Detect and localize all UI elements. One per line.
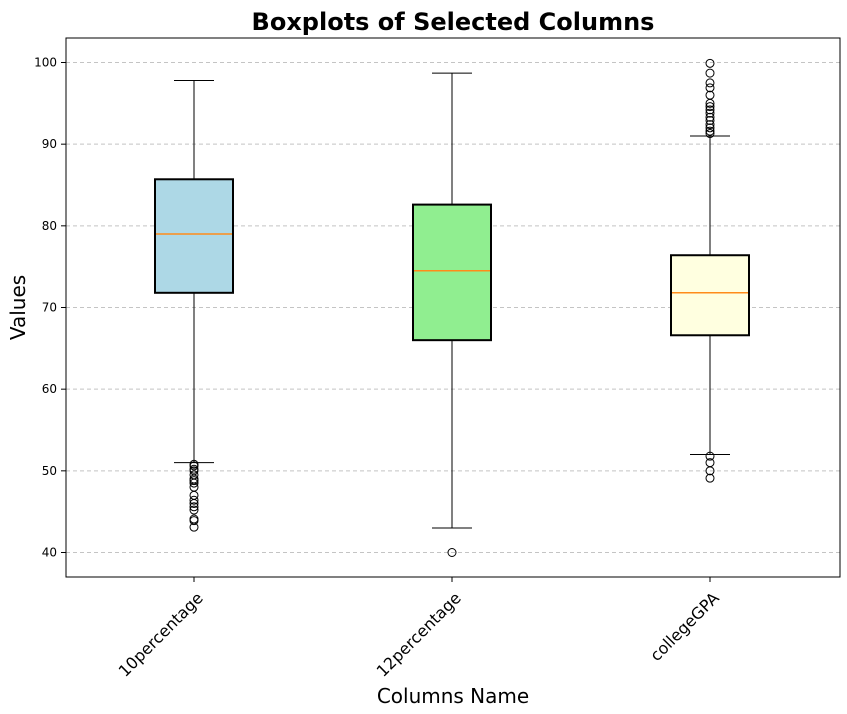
box-layer <box>154 58 750 557</box>
y-tick-label: 60 <box>42 382 57 396</box>
box-group-collegeGPA <box>670 58 750 483</box>
outlier-point <box>189 516 199 526</box>
outlier-point <box>705 102 715 112</box>
outlier-point <box>705 98 715 108</box>
outlier-point <box>189 495 199 505</box>
y-axis: 40 50 60 70 80 90 100 <box>34 56 66 560</box>
x-tick-label: 10percentage <box>115 588 207 680</box>
box-group-12percentage <box>412 72 492 557</box>
outlier-point <box>705 126 715 136</box>
x-tick-label: 12percentage <box>373 588 465 680</box>
outlier-point <box>189 505 199 515</box>
outlier-point <box>705 68 715 78</box>
outlier-point <box>189 502 199 512</box>
y-tick-label: 100 <box>34 56 57 70</box>
chart-title: Boxplots of Selected Columns <box>252 8 655 36</box>
y-tick-label: 50 <box>42 464 57 478</box>
y-tick-label: 70 <box>42 301 57 315</box>
outlier-point <box>705 58 715 68</box>
y-axis-label: Values <box>6 275 30 340</box>
outlier-point <box>705 105 715 115</box>
outlier-point <box>705 473 715 483</box>
x-tick-label: collegeGPA <box>646 588 723 665</box>
outlier-point <box>705 129 715 139</box>
y-tick-label: 90 <box>42 137 57 151</box>
box-iqr <box>670 254 750 337</box>
outlier-point <box>705 120 715 130</box>
outlier-point <box>705 451 715 461</box>
outlier-point <box>705 83 715 93</box>
y-tick-label: 80 <box>42 219 57 233</box>
box-group-10percentage <box>154 79 234 532</box>
outlier-point <box>705 108 715 118</box>
outlier-point <box>189 499 199 508</box>
outlier-point <box>705 123 715 133</box>
outlier-point <box>447 548 457 557</box>
outlier-point <box>189 478 199 488</box>
outlier-point <box>189 476 199 486</box>
y-tick-label: 40 <box>42 546 57 560</box>
x-axis-label: Columns Name <box>377 684 529 708</box>
outlier-point <box>189 461 199 471</box>
x-axis: 10percentage 12percentage collegeGPA <box>115 577 723 681</box>
outlier-point <box>189 522 199 532</box>
outlier-point <box>705 90 715 100</box>
outlier-point <box>705 78 715 88</box>
box-iqr <box>412 203 492 342</box>
outlier-point <box>705 466 715 476</box>
outlier-point <box>705 115 715 125</box>
box-iqr <box>154 178 234 294</box>
outlier-point <box>705 112 715 122</box>
